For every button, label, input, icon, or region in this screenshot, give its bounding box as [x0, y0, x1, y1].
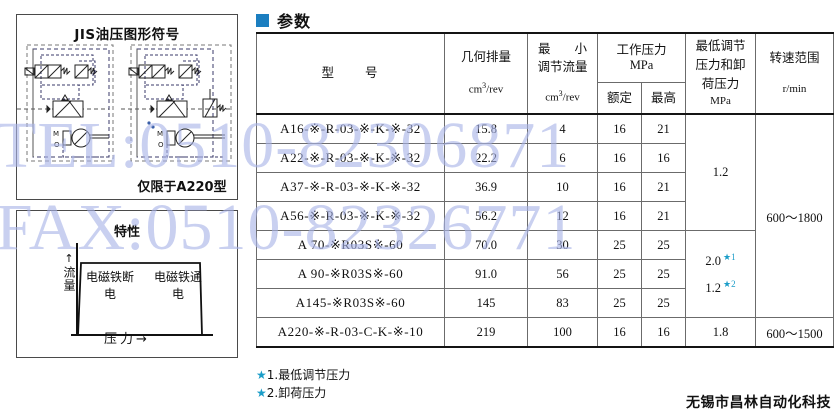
cell-rated: 16 — [597, 172, 642, 202]
cell-min-flow: 12 — [527, 201, 598, 231]
min-adj-value-2: 1.2 — [705, 281, 722, 296]
cell-max: 25 — [640, 230, 687, 260]
cell-model: A37-※-R-03-※-K-※-32 — [256, 172, 445, 202]
cell-displacement: 70.0 — [444, 230, 528, 260]
table-row: A16-※-R-03-※-K-※-32 15.8 4 16 21 1.2 600… — [256, 113, 835, 318]
characteristic-curve — [71, 243, 213, 336]
cell-min-adjust-pressure-group1: 1.2 — [685, 113, 757, 231]
y-axis-arrow-icon: ↑ — [64, 252, 74, 265]
y-axis-label: ↑ 流量 — [62, 252, 76, 292]
svg-text:M: M — [53, 130, 59, 138]
diagram-title: JIS油压图形符号 — [74, 27, 180, 43]
min-adj-value-1: 2.0 — [705, 254, 722, 268]
cell-max: 21 — [640, 172, 687, 202]
star-icon: ★ — [256, 386, 267, 400]
cell-rated: 16 — [597, 317, 642, 348]
cell-max: 25 — [640, 259, 687, 289]
cell-displacement: 36.9 — [444, 172, 528, 202]
th-displacement-unit: cm3/rev — [468, 81, 504, 96]
cell-rated: 16 — [597, 201, 642, 231]
star-icon: ★ — [256, 368, 267, 382]
cell-model: A 90-※R03S※-60 — [256, 259, 445, 289]
cell-min-flow: 56 — [527, 259, 598, 289]
cell-max: 25 — [640, 288, 687, 318]
footnote-1: ★1.最低调节压力 — [256, 368, 351, 382]
th-max: 最高 — [640, 82, 687, 115]
table-body: A16-※-R-03-※-K-※-32 15.8 4 16 21 1.2 600… — [256, 113, 835, 348]
cell-max: 16 — [640, 317, 687, 348]
x-axis-label: 压力→ — [104, 332, 150, 347]
chart-title: 特性 — [113, 225, 140, 240]
svg-text:O: O — [54, 141, 60, 149]
cell-model: A56-※-R-03-※-K-※-32 — [256, 201, 445, 231]
curve-label-solenoid-off: 电磁铁断电 — [85, 270, 134, 301]
cell-displacement: 22.2 — [444, 143, 528, 173]
svg-text:M: M — [157, 130, 163, 138]
table-row: A145-※R03S※-60 145 83 25 25 — [256, 288, 834, 318]
cell-speed-range-last: 600～1500 — [755, 317, 835, 348]
th-rated: 额定 — [597, 82, 642, 115]
characteristic-chart-box: 特性 ↑ 流量 电磁铁断电 电磁铁通电 压力→ — [16, 210, 238, 358]
square-bullet-icon — [256, 13, 269, 27]
cell-min-flow: 83 — [527, 288, 598, 318]
th-model: 型 号 — [256, 32, 445, 115]
cell-model: A22-※-R-03-※-K-※-32 — [256, 143, 445, 173]
table-row: A220-※-R-03-C-K-※-10 219 100 16 16 1.8 6… — [256, 317, 835, 348]
footnote-2: ★2.卸荷压力 — [256, 386, 327, 400]
cell-rated: 25 — [597, 259, 642, 289]
table-row: A 90-※R03S※-60 91.0 56 25 25 — [256, 259, 834, 289]
company-name: 无锡市昌林自动化科技 — [686, 395, 831, 411]
left-panel: JIS油压图形符号 — [0, 0, 252, 419]
th-min-adjust-pressure: 最低调节 压力和卸 荷压力 MPa — [685, 32, 757, 115]
cell-rated: 25 — [597, 230, 642, 260]
section-title: 参数 — [277, 12, 312, 31]
cell-rated: 16 — [597, 143, 642, 173]
curve-label-solenoid-on: 电磁铁通电 — [153, 270, 202, 301]
th-min-flow-unit: cm3/rev — [545, 88, 580, 104]
table-row: A 70-※R03S※-60 70.0 30 25 25 2.0 ★1 1.2 ★2 — [256, 230, 834, 318]
cell-displacement: 56.2 — [444, 201, 528, 231]
cell-max: 21 — [640, 201, 687, 231]
th-speed-range: 转速范围 r/min — [755, 32, 835, 115]
th-work-pressure: 工作压力 MPa — [596, 32, 687, 83]
table-row: A56-※-R-03-※-K-※-32 56.2 12 16 21 — [256, 201, 834, 231]
svg-text:O: O — [158, 141, 164, 149]
cell-max: 21 — [640, 113, 687, 144]
cell-min-flow: 10 — [527, 172, 598, 202]
cell-model: A220-※-R-03-C-K-※-10 — [256, 317, 445, 348]
cell-displacement: 15.8 — [444, 113, 528, 144]
cell-speed-range-group1: 600～1800 — [755, 113, 835, 318]
cell-displacement: 219 — [444, 317, 528, 348]
cell-min-flow: 4 — [527, 113, 598, 144]
star-footnote-1-icon: ★1 — [723, 251, 736, 262]
jis-symbol-drawing: M O — [17, 44, 232, 162]
cell-max: 16 — [640, 143, 687, 173]
jis-symbol-diagram-box: JIS油压图形符号 — [16, 14, 238, 200]
th-displacement: 几何排量 cm3/rev — [444, 32, 528, 115]
cell-model: A145-※R03S※-60 — [256, 288, 445, 318]
parameters-table: 型 号 几何排量 cm3/rev 最 小 调节流量 cm3/rev — [256, 32, 835, 348]
footnotes: ★1.最低调节压力 ★2.卸荷压力 — [256, 366, 350, 402]
cell-displacement: 91.0 — [444, 259, 528, 289]
cell-min-flow: 100 — [527, 317, 598, 348]
cell-min-flow: 6 — [527, 143, 598, 173]
star-footnote-2-icon: ★2 — [723, 279, 736, 289]
section-header: 参数 — [256, 8, 311, 32]
cell-model: A 70-※R03S※-60 — [256, 230, 445, 260]
th-min-flow: 最 小 调节流量 cm3/rev — [527, 32, 598, 115]
cell-rated: 25 — [597, 288, 642, 318]
cell-rated: 16 — [597, 113, 642, 144]
diagram-caption: 仅限于A220型 — [137, 180, 227, 195]
cell-min-adjust-pressure-group2: 2.0 ★1 1.2 ★2 — [685, 230, 757, 318]
right-panel: 参数 型 号 几何排量 cm3/rev 最 — [252, 0, 837, 419]
cell-displacement: 145 — [444, 288, 528, 318]
table-head: 型 号 几何排量 cm3/rev 最 小 调节流量 cm3/rev — [256, 32, 835, 115]
cell-min-flow: 30 — [527, 230, 598, 260]
cell-model: A16-※-R-03-※-K-※-32 — [256, 113, 445, 144]
cell-min-adjust-pressure-last: 1.8 — [685, 317, 757, 348]
